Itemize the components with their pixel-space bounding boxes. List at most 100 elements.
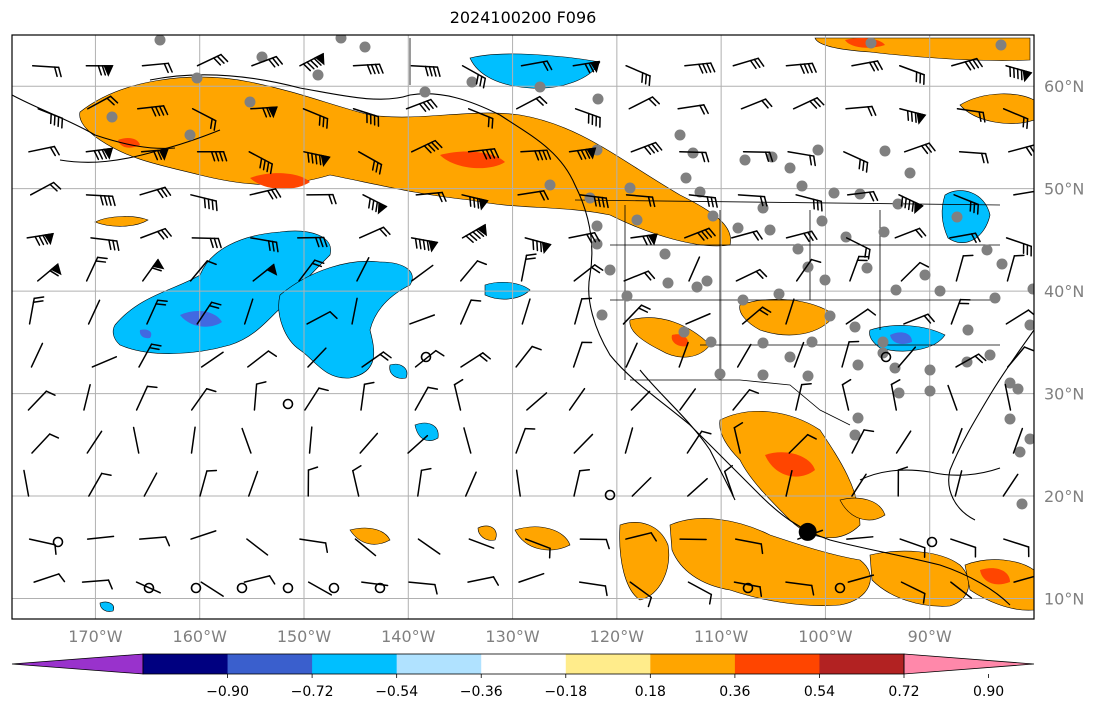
wind-barb bbox=[36, 262, 62, 282]
wind-barb bbox=[1003, 538, 1030, 558]
wind-barb bbox=[898, 194, 924, 215]
wind-barbs bbox=[23, 52, 1034, 608]
calm-circle bbox=[834, 582, 846, 594]
wind-barb bbox=[352, 465, 362, 497]
wind-barb bbox=[136, 105, 169, 117]
colorbar-label: −0.18 bbox=[544, 684, 587, 700]
wind-barb bbox=[299, 538, 329, 554]
station-dot bbox=[893, 387, 905, 399]
colorbar: −0.90 −0.72 −0.54 −0.36 −0.18 0.18 0.36 0.54 0.7… bbox=[11, 653, 1035, 700]
calm-circle bbox=[926, 536, 938, 548]
latitude-tick-label: 20°N bbox=[1044, 487, 1084, 506]
station-dot bbox=[840, 231, 852, 243]
wind-barb bbox=[308, 426, 313, 454]
station-dot bbox=[691, 281, 703, 293]
wind-barb bbox=[31, 64, 62, 78]
wind-barb bbox=[408, 581, 438, 595]
wind-barb bbox=[90, 237, 120, 252]
calm-circle bbox=[420, 351, 432, 363]
wind-barb bbox=[622, 304, 651, 325]
station-dot bbox=[784, 351, 796, 363]
wind-barb bbox=[298, 259, 325, 282]
station-dot bbox=[737, 294, 749, 306]
wind-barb bbox=[359, 432, 379, 454]
wind-barb bbox=[630, 141, 663, 155]
wind-barb bbox=[952, 427, 963, 454]
wind-barb bbox=[1013, 574, 1034, 583]
wind-barb bbox=[30, 342, 44, 368]
wind-barb bbox=[140, 227, 172, 240]
wind-barb bbox=[460, 260, 488, 282]
wind-barb bbox=[688, 194, 718, 208]
wind-barb bbox=[524, 237, 552, 255]
station-markers bbox=[106, 35, 1034, 510]
wind-barb bbox=[897, 346, 917, 368]
station-dot bbox=[757, 337, 769, 349]
wind-barb bbox=[26, 232, 54, 246]
wind-barb bbox=[138, 343, 162, 368]
wind-barb bbox=[574, 108, 601, 128]
wind-barb bbox=[410, 237, 439, 253]
station-dot bbox=[1016, 498, 1028, 510]
station-dot bbox=[889, 362, 901, 374]
wind-barb bbox=[629, 581, 653, 608]
wind-barb bbox=[687, 477, 708, 497]
wind-barb bbox=[628, 96, 660, 110]
wind-barb bbox=[623, 270, 656, 282]
wind-barb bbox=[461, 64, 487, 89]
wind-barb bbox=[742, 151, 774, 162]
longitude-tick-label: 150°W bbox=[277, 627, 332, 646]
station-dot bbox=[924, 385, 936, 397]
wind-barb bbox=[741, 306, 772, 325]
colorbar-label: −0.54 bbox=[375, 684, 418, 700]
wind-barb bbox=[91, 356, 118, 368]
wind-barb bbox=[468, 538, 495, 549]
wind-barb bbox=[85, 256, 108, 282]
station-dot bbox=[154, 35, 166, 46]
wind-barb bbox=[568, 147, 597, 160]
wind-barb bbox=[360, 381, 375, 411]
wind-barb bbox=[1002, 473, 1019, 497]
wind-barb bbox=[415, 191, 447, 203]
wind-barb bbox=[572, 341, 593, 368]
wind-barb bbox=[467, 108, 494, 129]
wind-barb bbox=[520, 253, 537, 282]
station-dot bbox=[824, 310, 836, 322]
wind-barb bbox=[958, 151, 989, 164]
wind-barb bbox=[723, 464, 734, 497]
longitude-tick-label: 130°W bbox=[485, 627, 540, 646]
latitude-tick-labels: 10°N 20°N 30°N 40°N 50°N 60°N bbox=[1044, 77, 1084, 608]
station-dot bbox=[865, 37, 877, 49]
wind-barb bbox=[795, 383, 812, 411]
station-dot bbox=[995, 39, 1007, 51]
calm-circle bbox=[742, 582, 754, 594]
wind-barb bbox=[407, 434, 429, 454]
wind-barb bbox=[851, 60, 883, 72]
wind-barb bbox=[85, 64, 114, 77]
longitude-tick-label: 120°W bbox=[590, 627, 645, 646]
longitude-tick-label: 140°W bbox=[381, 627, 436, 646]
station-dot bbox=[184, 129, 196, 141]
wind-barb bbox=[249, 188, 282, 200]
wind-barb bbox=[190, 426, 196, 454]
wind-barb bbox=[410, 64, 441, 78]
wind-barb bbox=[900, 581, 926, 604]
wind-barb bbox=[1006, 254, 1025, 282]
station-dot bbox=[981, 244, 993, 256]
wind-barb bbox=[733, 581, 763, 598]
calm-circle bbox=[282, 582, 294, 594]
wind-barb bbox=[410, 139, 443, 154]
wind-barb bbox=[453, 378, 464, 411]
station-dot bbox=[816, 215, 828, 227]
wind-barb bbox=[950, 298, 971, 325]
wind-barb bbox=[200, 581, 224, 597]
wind-barb bbox=[253, 381, 267, 411]
wind-barb bbox=[135, 385, 158, 411]
wind-barb bbox=[625, 194, 656, 208]
calm-circle bbox=[604, 489, 616, 501]
wind-barb bbox=[1002, 108, 1029, 130]
station-dot bbox=[596, 309, 608, 321]
colorbar-segment bbox=[143, 654, 229, 674]
wind-barb bbox=[200, 351, 224, 368]
wind-barb bbox=[792, 97, 825, 110]
